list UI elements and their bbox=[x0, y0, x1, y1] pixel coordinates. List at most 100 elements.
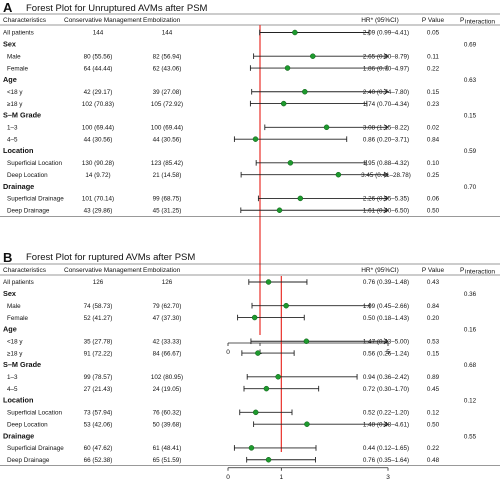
conservative-value: 102 (70.83) bbox=[82, 101, 114, 108]
row-label: <18 y bbox=[7, 89, 23, 96]
data-row: Male 74 (58.73) 79 (62.70) 1.09 (0.45–2.66)… bbox=[7, 302, 440, 310]
embolization-value: 42 (33.33) bbox=[153, 338, 182, 345]
data-row: All patients 126 126 0.76 (0.39–1.48) 0.43 bbox=[3, 279, 440, 286]
section-row: S–M Grade 0.68 bbox=[3, 360, 477, 369]
header-embolization: Embolization bbox=[143, 267, 181, 274]
conservative-value: 144 bbox=[93, 30, 104, 37]
row-label: ≥18 y bbox=[7, 101, 23, 108]
p-value: 0.89 bbox=[427, 374, 440, 381]
p-value: 0.11 bbox=[427, 53, 439, 60]
data-row: All patients 144 144 2.09 (0.99–4.41) 0.05 bbox=[3, 29, 440, 37]
data-row: ≥18 y 102 (70.83) 105 (72.92) 1.74 (0.70–4.… bbox=[7, 100, 440, 108]
hr-ci-text: 0.72 (0.30–1.70) bbox=[363, 386, 409, 393]
hr-ci-text: 0.76 (0.39–1.48) bbox=[363, 279, 409, 286]
row-label: Male bbox=[7, 303, 21, 310]
ci-upper-arrow bbox=[383, 338, 389, 345]
embolization-value: 21 (14.58) bbox=[153, 172, 182, 179]
p-value: 0.12 bbox=[427, 410, 440, 417]
hr-ci-text: 1.09 (0.45–2.66) bbox=[363, 303, 409, 310]
p-value: 0.15 bbox=[427, 350, 440, 357]
embolization-value: 47 (37.30) bbox=[153, 315, 182, 322]
section-label: Drainage bbox=[3, 182, 34, 191]
p-value: 0.84 bbox=[427, 303, 440, 310]
p-interaction-value: 0.55 bbox=[464, 433, 477, 440]
hr-point bbox=[280, 100, 287, 107]
p-value: 0.50 bbox=[427, 421, 440, 428]
ci-upper-arrow bbox=[383, 53, 389, 60]
conservative-value: 66 (52.38) bbox=[84, 457, 113, 464]
row-label: ≥18 y bbox=[7, 350, 23, 357]
section-label: Location bbox=[3, 396, 33, 405]
embolization-value: 105 (72.92) bbox=[151, 101, 183, 108]
hr-point bbox=[252, 136, 259, 142]
section-label: Age bbox=[3, 75, 17, 84]
embolization-value: 99 (68.75) bbox=[153, 196, 182, 203]
hr-ci-text: 1.74 (0.70–4.34) bbox=[363, 101, 409, 108]
conservative-value: 42 (29.17) bbox=[84, 89, 113, 96]
conservative-value: 126 bbox=[93, 279, 104, 286]
section-label: Location bbox=[3, 146, 33, 155]
hr-ci-text: 1.47 (0.43–5.00) bbox=[363, 338, 409, 345]
hr-ci-text: 0.50 (0.18–1.43) bbox=[363, 315, 409, 322]
hr-ci-text: 2.65 (0.80–8.79) bbox=[363, 53, 409, 60]
p-value: 0.48 bbox=[427, 457, 440, 464]
p-interaction-value: 0.69 bbox=[464, 42, 477, 49]
hr-ci-text: 0.86 (0.20–3.71) bbox=[363, 136, 409, 143]
embolization-value: 100 (69.44) bbox=[151, 125, 183, 132]
hr-point bbox=[255, 350, 261, 356]
p-value: 0.25 bbox=[427, 172, 440, 179]
p-value: 0.10 bbox=[427, 160, 440, 167]
embolization-value: 82 (56.94) bbox=[153, 53, 182, 60]
conservative-value: 53 (42.06) bbox=[84, 421, 113, 428]
embolization-value: 144 bbox=[162, 30, 173, 37]
data-row: Deep Location 53 (42.06) 50 (39.68) 1.48 (0… bbox=[7, 421, 440, 428]
x-tick-label: 5 bbox=[386, 349, 390, 356]
p-interaction-value: 0.68 bbox=[464, 362, 477, 369]
p-value: 0.53 bbox=[427, 338, 440, 345]
embolization-value: 84 (66.67) bbox=[153, 350, 182, 357]
section-row: Location 0.12 bbox=[3, 396, 477, 405]
hr-ci-text: 0.94 (0.36–2.42) bbox=[363, 374, 409, 381]
data-row: 1–3 100 (69.44) 100 (69.44) 3.08 (1.15–8.22… bbox=[7, 124, 440, 132]
embolization-value: 102 (80.95) bbox=[151, 374, 183, 381]
conservative-value: 60 (47.62) bbox=[84, 445, 113, 452]
conservative-value: 44 (30.56) bbox=[84, 136, 113, 143]
row-label: Deep Location bbox=[7, 172, 48, 179]
panel-title: Forest Plot for ruptured AVMs after PSM bbox=[26, 252, 195, 263]
conservative-value: 130 (90.28) bbox=[82, 160, 114, 167]
panel-letter: A bbox=[3, 0, 13, 15]
forest-panel-a: A Forest Plot for Unruptured AVMs after P… bbox=[0, 0, 500, 356]
data-row: Superficial Location 73 (57.94) 76 (60.32)… bbox=[7, 409, 440, 417]
row-label: Deep Drainage bbox=[7, 457, 50, 464]
hr-point bbox=[263, 385, 270, 392]
panel-title: Forest Plot for Unruptured AVMs after PS… bbox=[26, 3, 208, 14]
hr-point bbox=[265, 279, 272, 285]
row-label: Superficial Location bbox=[7, 160, 62, 167]
header-pinteraction-subscript: interaction bbox=[465, 269, 495, 276]
hr-ci-text: 0.56 (0.26–1.24) bbox=[363, 350, 409, 357]
section-row: Location 0.59 bbox=[3, 146, 477, 155]
ci-upper-arrow bbox=[383, 207, 389, 214]
x-tick-label: 1 bbox=[280, 474, 284, 481]
conservative-value: 35 (27.78) bbox=[84, 338, 113, 345]
p-value: 0.84 bbox=[427, 136, 440, 143]
p-value: 0.05 bbox=[427, 30, 440, 37]
conservative-value: 101 (70.14) bbox=[82, 196, 114, 203]
hr-point bbox=[265, 457, 272, 463]
data-row: ≥18 y 91 (72.22) 84 (66.67) 0.56 (0.26–1.24… bbox=[7, 350, 440, 357]
hr-point bbox=[252, 409, 259, 416]
header-pinteraction-subscript: interaction bbox=[465, 19, 495, 26]
data-row: Female 64 (44.44) 62 (43.06) 1.86 (0.70–4.9… bbox=[7, 65, 440, 72]
hr-ci-text: 1.95 (0.88–4.32) bbox=[363, 160, 409, 167]
embolization-value: 79 (62.70) bbox=[153, 303, 182, 310]
data-row: 4–5 44 (30.56) 44 (30.56) 0.86 (0.20–3.71) 0… bbox=[7, 136, 440, 143]
section-label: Drainage bbox=[3, 431, 34, 440]
section-label: S–M Grade bbox=[3, 360, 41, 369]
data-row: <18 y 42 (29.17) 39 (27.08) 2.40 (0.74–7.80… bbox=[7, 88, 440, 96]
hr-ci-text: 0.44 (0.12–1.65) bbox=[363, 445, 409, 452]
conservative-value: 52 (41.27) bbox=[84, 315, 113, 322]
header-hr: HR* (95%CI) bbox=[361, 17, 399, 24]
section-row: Age 0.63 bbox=[3, 75, 477, 84]
